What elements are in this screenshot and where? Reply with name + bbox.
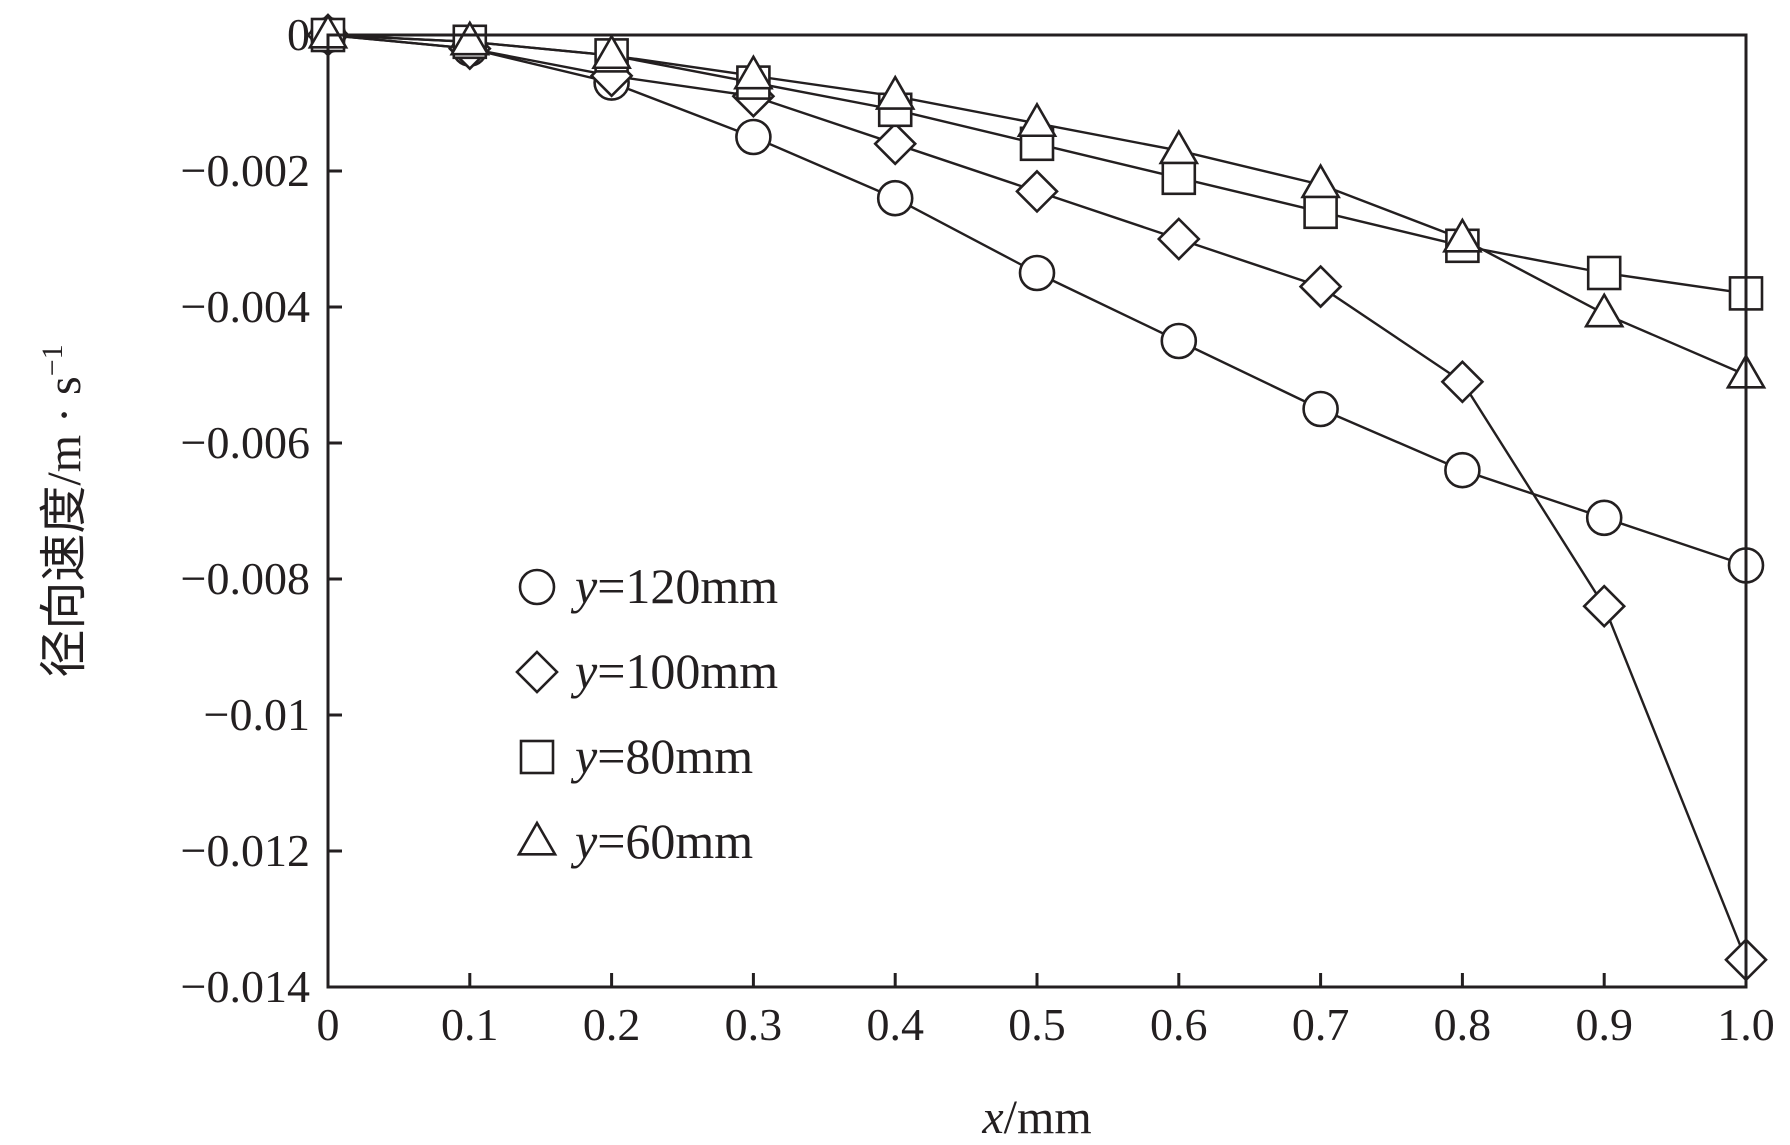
series-line	[327, 33, 1747, 295]
data-point-diamond	[1582, 584, 1627, 629]
data-point-triangle	[1583, 292, 1625, 328]
legend-label: y=100mm	[570, 643, 778, 699]
y-tick-label: −0.01	[204, 689, 310, 740]
legend-marker-diamond	[515, 650, 559, 694]
legend-marker-circle	[518, 568, 556, 606]
x-tick-label: 0	[317, 999, 340, 1050]
legend-value: =80mm	[597, 728, 753, 784]
x-tick-label: 0.9	[1575, 999, 1633, 1050]
data-point-triangle	[1300, 162, 1341, 199]
y-axis-label: 径向速度/m · s	[38, 376, 91, 677]
series-square	[327, 33, 1747, 295]
y-tick-label: −0.004	[181, 281, 310, 332]
legend-var: y	[570, 813, 598, 869]
data-point-diamond	[1015, 169, 1059, 214]
x-tick-label: 0.4	[866, 999, 924, 1050]
legend-marker-triangle	[516, 820, 558, 856]
data-point-triangle	[1016, 101, 1058, 138]
data-point-triangle	[733, 54, 774, 90]
y-tick-label: −0.012	[181, 825, 310, 876]
legend-value: =120mm	[597, 558, 778, 614]
legend-value: =60mm	[597, 813, 753, 869]
x-tick-label: 0.7	[1292, 999, 1350, 1050]
data-point-circle	[735, 118, 772, 156]
y-tick-label: −0.014	[181, 961, 310, 1012]
legend-label: y=80mm	[570, 728, 753, 784]
data-point-circle	[1018, 254, 1056, 292]
data-point-diamond	[873, 121, 918, 166]
legend-value: =100mm	[597, 643, 778, 699]
legend-marker-square	[519, 739, 555, 775]
x-tick-label: 0.5	[1008, 999, 1066, 1050]
legend-var: y	[570, 558, 598, 614]
data-point-square	[1303, 194, 1338, 230]
data-point-circle	[1160, 322, 1198, 360]
x-axis-var: x	[981, 1091, 1003, 1144]
y-tick-label: −0.008	[181, 553, 310, 604]
data-point-triangle	[449, 20, 491, 56]
legend-entry: y=120mm	[518, 558, 778, 614]
data-point-square	[1586, 255, 1622, 291]
legend-entry: y=60mm	[516, 813, 753, 869]
data-point-diamond	[1298, 264, 1343, 309]
x-tick-label: 0.3	[725, 999, 783, 1050]
legend-label: y=60mm	[570, 813, 753, 869]
legend-entry: y=100mm	[515, 643, 778, 699]
x-tick-label: 0.1	[441, 999, 499, 1050]
series-markers-circle	[309, 16, 1765, 584]
x-tick-label: 0.8	[1434, 999, 1492, 1050]
data-point-square	[1161, 160, 1197, 196]
legend-var: y	[570, 728, 598, 784]
x-axis-title: x/mm	[981, 1091, 1091, 1144]
legend-label: y=120mm	[570, 558, 778, 614]
data-point-triangle	[1442, 217, 1483, 253]
data-point-triangle	[1158, 128, 1200, 165]
x-axis-unit: /mm	[1004, 1091, 1092, 1144]
data-point-circle	[1585, 499, 1623, 537]
axis-ticks: 0 0.1 0.2 0.3 0.4 0.5 0.6 0.7 0.8 0.9 1.0 0 −0.002 −0…	[181, 9, 1775, 1050]
data-point-diamond	[1156, 217, 1201, 261]
data-point-triangle	[591, 33, 632, 70]
x-tick-label: 1.0	[1717, 999, 1775, 1050]
data-point-circle	[1444, 451, 1481, 489]
data-point-circle	[876, 179, 914, 217]
y-tick-label: −0.002	[181, 145, 310, 196]
x-tick-label: 0.2	[583, 999, 641, 1050]
data-point-circle	[1302, 390, 1339, 428]
y-axis-title: 径向速度/m · s−1	[36, 344, 91, 677]
series-layer	[306, 13, 1768, 982]
y-axis-unit-exponent: −1	[36, 344, 69, 376]
y-tick-label: −0.006	[181, 417, 310, 468]
data-point-diamond	[1440, 359, 1485, 404]
legend-var: y	[570, 643, 598, 699]
x-tick-label: 0.6	[1150, 999, 1208, 1050]
y-tick-label: 0	[287, 9, 310, 60]
data-point-triangle	[874, 74, 916, 110]
legend-entry: y=80mm	[519, 728, 753, 784]
